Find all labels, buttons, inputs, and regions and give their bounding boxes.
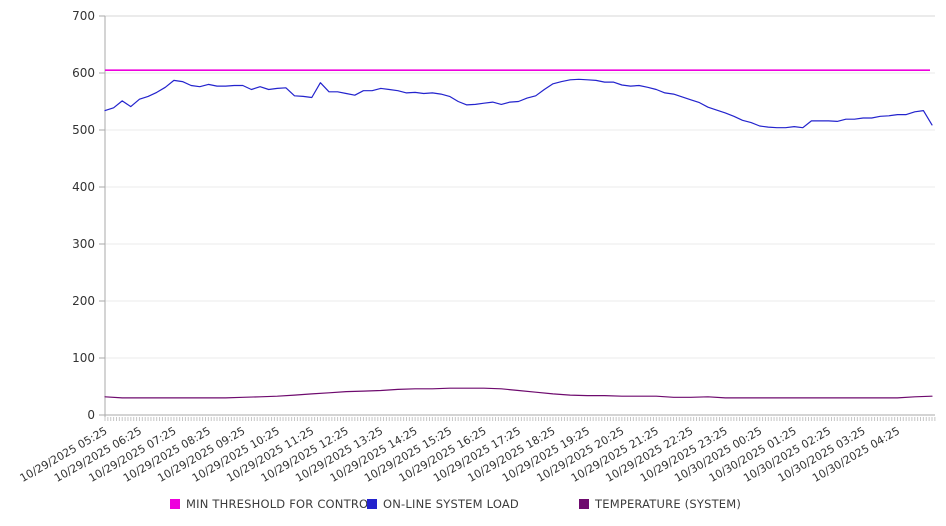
legend-item-temperature: TEMPERATURE (SYSTEM): [579, 496, 741, 512]
y-tick-label: 200: [72, 294, 95, 308]
y-tick-label: 300: [72, 237, 95, 251]
legend-swatch-system-load-icon: [367, 499, 377, 509]
legend-swatch-min-threshold-icon: [170, 499, 180, 509]
temperature-system-line: [104, 387, 933, 399]
legend-item-min-threshold: MIN THRESHOLD FOR CONTROL: [170, 496, 375, 512]
y-tick-label: 0: [87, 408, 95, 422]
legend-label-min-threshold: MIN THRESHOLD FOR CONTROL: [186, 497, 375, 511]
chart-legend: MIN THRESHOLD FOR CONTROL ON-LINE SYSTEM…: [0, 496, 946, 516]
legend-label-temperature: TEMPERATURE (SYSTEM): [595, 497, 742, 511]
y-tick-label: 600: [72, 66, 95, 80]
y-tick-label: 700: [72, 9, 95, 23]
legend-swatch-temperature-icon: [579, 499, 589, 509]
y-tick-label: 400: [72, 180, 95, 194]
y-tick-label: 500: [72, 123, 95, 137]
on-line-system-load-line: [104, 78, 933, 129]
legend-label-system-load: ON-LINE SYSTEM LOAD: [383, 497, 519, 511]
legend-item-system-load: ON-LINE SYSTEM LOAD: [367, 496, 519, 512]
y-tick-label: 100: [72, 351, 95, 365]
